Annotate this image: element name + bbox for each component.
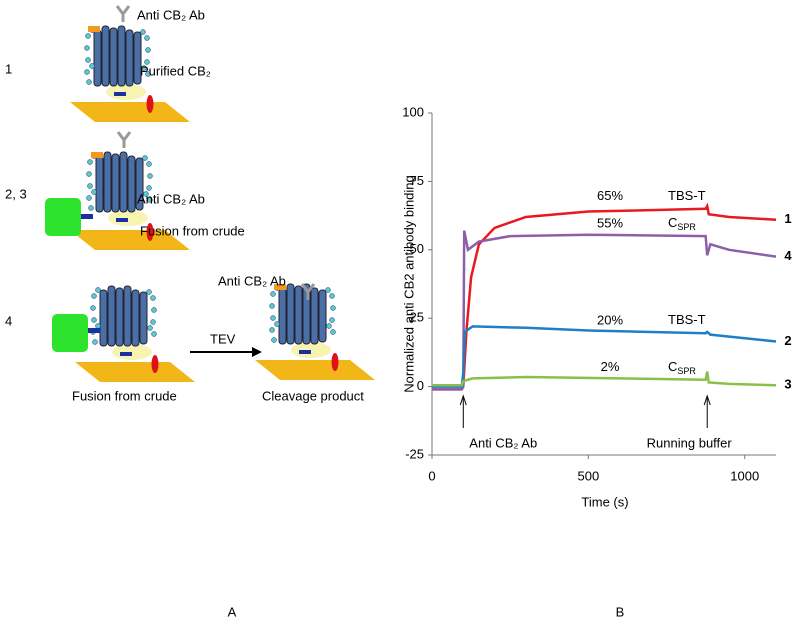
series-line [432,371,777,387]
sample-label: Cleavage product [262,388,364,403]
sample-label: Fusion from crude [72,388,177,403]
buffer-label-sub: SPR [677,366,696,376]
x-tick-label: 1000 [730,468,759,483]
tag [91,152,103,158]
panel-label: B [616,604,625,619]
antibody-label: Anti CB₂ Ab [137,7,205,22]
antibody [116,130,132,150]
percent-label: 20% [597,313,623,328]
buffer-label: TBS-T [668,188,706,203]
sample-label: Purified CB₂ [140,63,211,78]
series-name: 1 [784,211,791,226]
annotation-arrowhead [459,394,467,406]
linker [88,328,100,333]
row-number: 4 [5,313,12,328]
y-tick-label: 50 [410,241,424,256]
buffer-label-main: C [668,216,677,231]
x-axis-title: Time (s) [581,494,628,509]
buffer-label: CSPR [668,216,696,233]
series-name: 4 [784,248,792,263]
y-tick-label: 100 [402,104,424,119]
buffer-label-main: TBS-T [668,188,706,203]
tag [88,26,100,32]
linker [81,214,93,219]
receptor [90,285,157,361]
series-line [432,230,777,391]
series-name: 2 [784,333,791,348]
buffer-label: TBS-T [668,313,706,328]
fusion-partner [45,198,81,236]
tev-label: TEV [210,331,236,346]
series-line [432,325,777,388]
receptor [269,283,336,359]
buffer-label-sub: SPR [677,222,696,232]
percent-label: 55% [597,216,623,231]
buffer-label-main: TBS-T [668,313,706,328]
percent-label: 65% [597,188,623,203]
receptor [86,151,153,227]
sample-label: Fusion from crude [140,223,245,238]
annotation-arrowhead [703,394,711,406]
panel-label: A [228,604,237,619]
x-tick-label: 500 [578,468,600,483]
y-tick-label: -25 [405,446,424,461]
buffer-label-main: C [668,359,677,374]
y-tick-label: 75 [410,173,424,188]
antibody-label: Anti CB₂ Ab [137,191,205,206]
series-name: 3 [784,377,791,392]
percent-label: 2% [601,359,620,374]
row-number: 2, 3 [5,186,27,201]
y-tick-label: 0 [417,378,424,393]
row-number: 1 [5,61,12,76]
fusion-partner [52,314,88,352]
antibody [115,4,131,24]
y-tick-label: 25 [410,310,424,325]
buffer-label: CSPR [668,359,696,376]
antibody-label: Anti CB₂ Ab [218,273,286,288]
y-axis-title: Normalized anti CB2 antibody binding [401,175,416,393]
annotation-label: Anti CB₂ Ab [469,435,537,450]
x-tick-label: 0 [428,468,435,483]
tev-arrowhead [252,347,262,357]
annotation-label: Running buffer [647,435,733,450]
